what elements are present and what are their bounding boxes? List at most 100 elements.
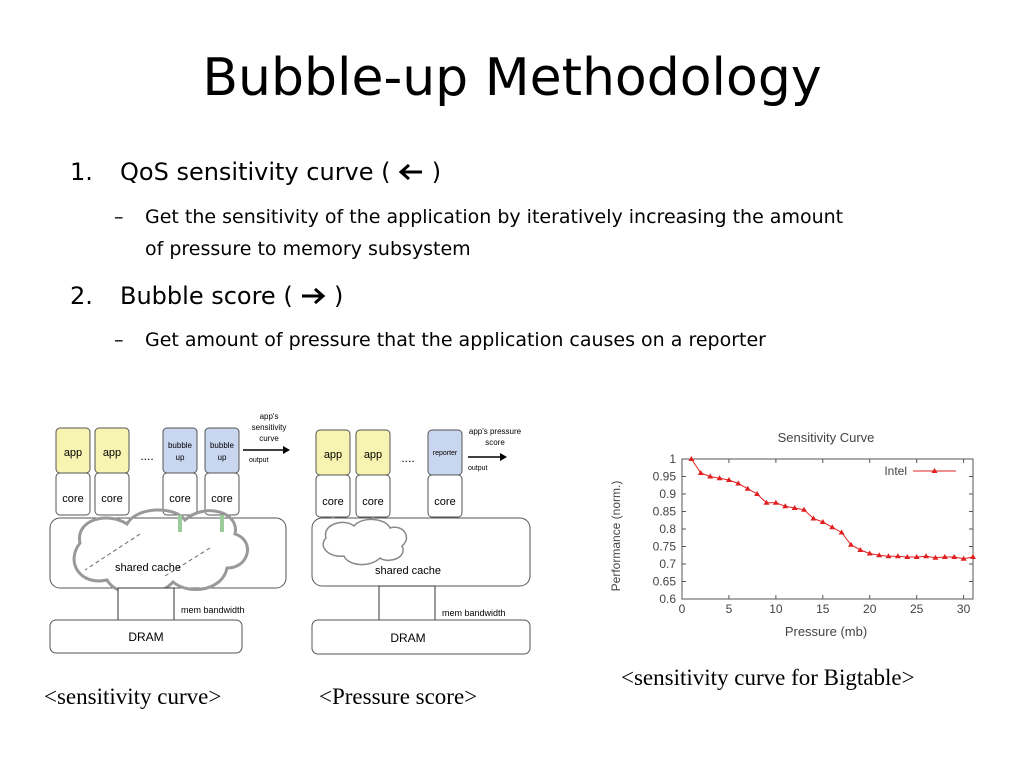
mem-bandwidth-label: mem bandwidth [442,608,506,618]
data-point [876,552,883,558]
x-tick-label: 15 [816,602,830,616]
output-text: output [468,465,488,472]
data-point [810,515,817,521]
data-point [744,485,751,491]
x-tick-label: 0 [679,602,686,616]
bullet-2: 2. Bubble score ( ) [70,282,343,310]
core-label: core [169,493,190,505]
series-line [690,458,974,560]
output-arrow-head [283,446,290,454]
bubble-label: bubble [210,441,235,450]
y-tick-label: 1 [669,452,676,466]
data-point [716,475,723,481]
data-point [838,529,845,535]
x-tick-label: 30 [957,602,971,616]
core-label: core [322,496,343,508]
arrow-right-icon [302,287,326,305]
reporter-label: reporter [433,450,458,457]
legend-label: Intel [884,464,907,478]
core-label: core [101,493,122,505]
app-label: app [64,447,82,459]
mem-bandwidth-label: mem bandwidth [181,605,245,615]
y-tick-label: 0.85 [653,505,677,519]
output-label: app's [260,412,279,421]
data-point [819,519,826,524]
bullet-1-label-end: ) [431,158,442,186]
y-tick-label: 0.9 [659,487,676,501]
data-point [960,555,967,561]
x-tick-label: 20 [863,602,877,616]
y-tick-label: 0.6 [659,592,676,606]
shared-cache-label: shared cache [375,565,441,577]
y-tick-label: 0.65 [653,575,677,589]
data-point [885,553,892,559]
data-point [913,554,920,559]
dram-label: DRAM [128,630,163,644]
pressure-arrow [164,547,211,577]
chart-title: Sensitivity Curve [778,430,875,445]
sensitivity-chart: Sensitivity Curve Performance (norm.) Pr… [609,430,976,639]
plot-frame [681,458,974,600]
pressure-score-diagram: app app reporter core core core .... app… [311,427,531,655]
bullet-1: 1. QoS sensitivity curve ( ) [70,158,441,186]
data-point [754,491,761,496]
bullet-2-number: 2. [70,282,93,310]
bullet-1-number: 1. [70,158,93,186]
x-tick-label: 25 [910,602,924,616]
data-point [857,547,864,552]
app-label: app [364,449,382,461]
ellipsis: .... [140,449,153,463]
app-label: app [324,449,342,461]
bubble-label: bubble [168,441,193,450]
mem-bandwidth-box [378,585,436,621]
y-tick-label: 0.95 [653,470,677,484]
bubble-label: up [218,453,227,462]
y-tick-label: 0.8 [659,522,676,536]
shared-cache-label: shared cache [115,562,181,574]
data-point [923,553,930,559]
y-axis-label: Performance (norm.) [609,481,623,592]
data-point [801,506,808,512]
output-arrow-head [500,453,507,461]
legend: Intel [884,464,956,478]
bubble-box [204,427,240,474]
data-point [782,503,789,509]
data-point [970,554,976,559]
slide-title: Bubble-up Methodology [202,48,822,108]
data-point [763,499,770,505]
data-point [697,470,704,475]
output-label: app's pressure [469,427,522,436]
core-box [94,472,130,516]
pressure-arrow [84,533,141,571]
data-point [829,524,836,530]
cloud-icon [322,518,408,566]
data-point [932,554,939,560]
core-label: core [211,493,232,505]
caption-bigtable-curve: <sensitivity curve for Bigtable> [621,665,915,690]
output-text: output [249,457,269,464]
bubble-label: up [176,453,185,462]
caption-sensitivity-curve: <sensitivity curve> [44,684,222,709]
sensitivity-diagram: app app bubble up bubble up core core co… [49,412,290,654]
dash: – [114,206,124,228]
sub-bullet-2: – Get amount of pressure that the applic… [114,324,766,356]
core-label: core [62,493,83,505]
sub-bullet-1-line-1: Get the sensitivity of the application b… [145,206,844,228]
data-point [688,456,695,461]
x-tick-label: 5 [726,602,733,616]
arrow-left-icon [398,163,423,181]
bubble-box [162,427,198,474]
dram-box [49,619,243,654]
app-label: app [103,447,121,459]
core-label: core [362,496,383,508]
caption-pressure-score: <Pressure score> [319,684,478,709]
data-point [894,553,901,559]
y-tick-label: 0.7 [659,557,676,571]
output-label: sensitivity [252,423,287,432]
output-label: curve [259,434,279,443]
dash: – [114,329,124,351]
sub-bullet-2-text: Get amount of pressure that the applicat… [145,329,766,351]
bullet-2-label-end: ) [333,282,344,310]
core-label: core [434,496,455,508]
legend-marker [931,468,938,473]
